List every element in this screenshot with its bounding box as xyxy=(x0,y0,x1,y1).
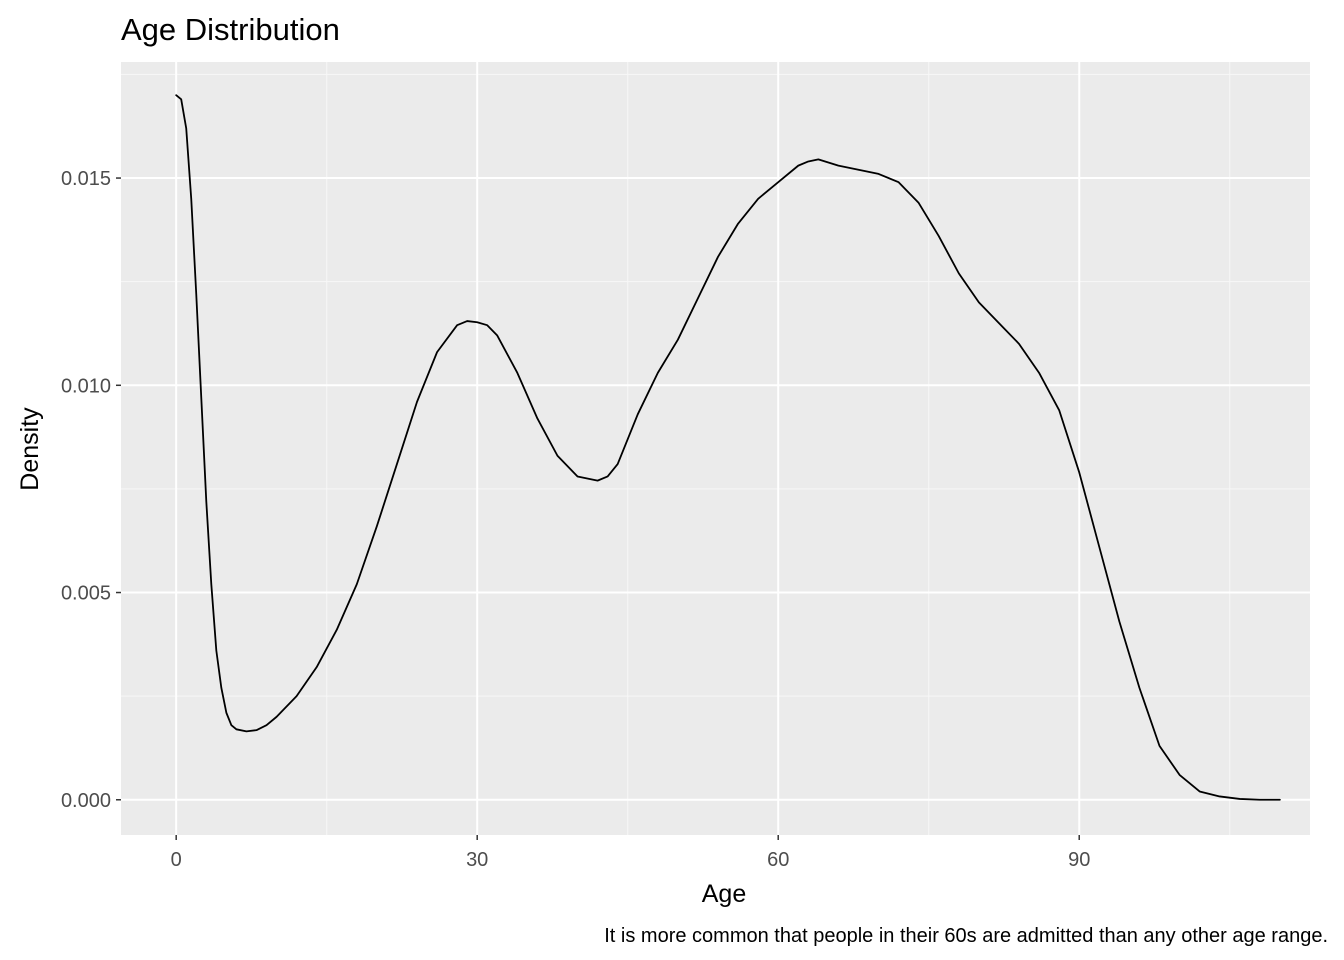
y-axis-title: Density xyxy=(16,407,44,491)
x-axis-title: Age xyxy=(702,880,746,908)
y-tick-label: 0.015 xyxy=(61,168,111,190)
density-curve xyxy=(175,94,1281,801)
chart-title: Age Distribution xyxy=(121,12,340,47)
x-axis: 0 30 60 90 xyxy=(171,835,1090,871)
x-tick-label: 60 xyxy=(767,849,789,871)
y-tick-label: 0.005 xyxy=(61,583,111,605)
chart-caption: It is more common that people in their 6… xyxy=(604,925,1328,947)
y-tick-label: 0.000 xyxy=(61,790,111,812)
x-tick-label: 90 xyxy=(1068,849,1090,871)
y-tick-label: 0.010 xyxy=(61,375,111,397)
x-tick-label: 0 xyxy=(171,849,182,871)
major-gridlines xyxy=(121,62,1310,835)
density-line-layer xyxy=(175,94,1281,801)
minor-gridlines xyxy=(121,62,1310,835)
x-tick-label: 30 xyxy=(466,849,488,871)
y-axis: 0.000 0.005 0.010 0.015 xyxy=(61,168,121,812)
plot-panel xyxy=(121,62,1310,835)
